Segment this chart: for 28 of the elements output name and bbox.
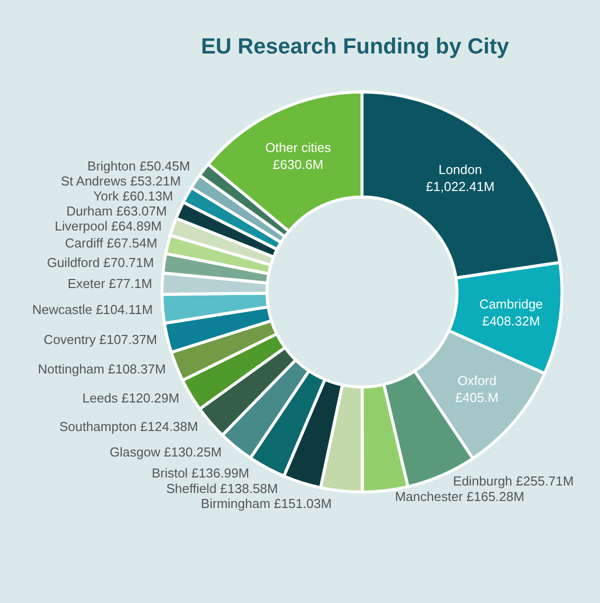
slice-label: Southampton £124.38M bbox=[59, 418, 198, 434]
slice-label: Oxford bbox=[457, 373, 496, 388]
slice-label: London bbox=[438, 162, 482, 177]
slice-label: Sheffield £138.58M bbox=[166, 481, 278, 496]
data-label: £1,022.41M bbox=[426, 178, 495, 194]
slice-label: York £60.13M bbox=[93, 188, 174, 204]
slice-label: Cardiff £67.54M bbox=[65, 235, 158, 250]
slice-label: Nottingham £108.37M bbox=[38, 361, 166, 376]
slice-label: Exeter £77.1M bbox=[68, 276, 152, 291]
data-label: £630.6M bbox=[272, 156, 324, 172]
slice-label: Other cities bbox=[265, 140, 332, 155]
slice-label: Guildford £70.71M bbox=[46, 254, 154, 270]
slice-label: Manchester £165.28M bbox=[394, 489, 524, 504]
chart-title: EU Research Funding by City bbox=[200, 34, 510, 58]
slice-label: Glasgow £130.25M bbox=[110, 444, 222, 460]
slice-label: St Andrews £53.21M bbox=[60, 173, 181, 188]
slice-label: Birmingham £151.03M bbox=[200, 496, 332, 511]
slice-label: Brighton £50.45M bbox=[87, 158, 190, 174]
slice-label: Leeds £120.29M bbox=[82, 390, 180, 406]
data-label: £405.M bbox=[455, 390, 499, 406]
data-label: £408.32M bbox=[482, 313, 540, 328]
slice-label: Edinburgh £255.71M bbox=[453, 473, 574, 488]
slice-label: Liverpool £64.89M bbox=[54, 218, 162, 234]
slice-label: Bristol £136.99M bbox=[152, 466, 250, 481]
slice-label: Newcastle £104.11M bbox=[32, 302, 153, 317]
slice-label: Coventry £107.37M bbox=[44, 332, 158, 347]
slice-label: Durham £63.07M bbox=[66, 203, 167, 218]
slice-label: Cambridge bbox=[479, 296, 543, 312]
